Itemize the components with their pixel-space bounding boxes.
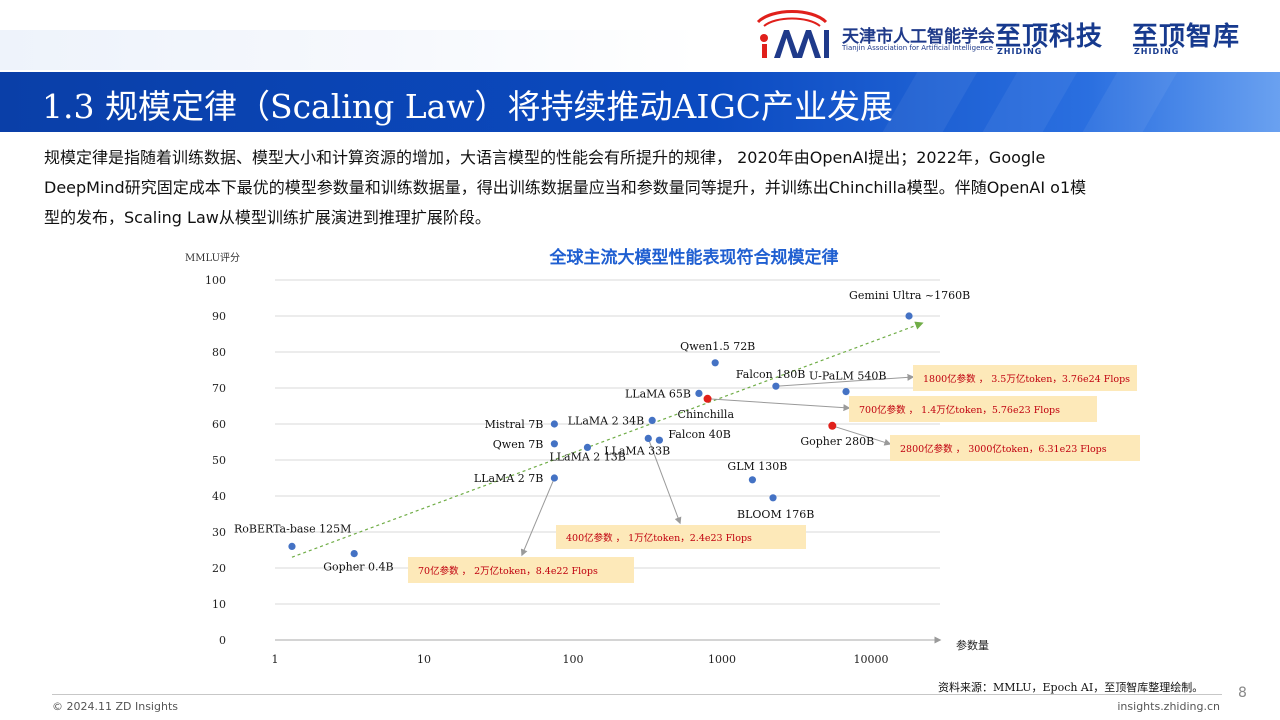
data-label: Falcon 180B	[736, 368, 805, 381]
data-label: LLaMA 2 7B	[474, 472, 543, 485]
source-note: 资料来源：MMLU，Epoch AI，至顶智库整理绘制。	[938, 681, 1204, 694]
data-point	[711, 359, 719, 367]
annotation-label: 70亿参数 ， 2万亿token，8.4e22 Flops	[418, 565, 598, 577]
annotation-connector	[775, 373, 915, 387]
data-label: Mistral 7B	[485, 418, 544, 431]
annotation-box	[890, 435, 1140, 461]
page-number: 8	[1238, 685, 1247, 701]
y-tick-label: 60	[212, 418, 226, 431]
intro-line: 规模定律是指随着训练数据、模型大小和计算资源的增加，大语言模型的性能会有所提升的…	[44, 148, 1046, 167]
data-label: Chinchilla	[678, 408, 735, 421]
title-band	[0, 72, 1280, 132]
data-point	[583, 443, 592, 451]
brand-zhiding-tech: 至顶科技	[995, 22, 1104, 52]
page-title: 1.3 规模定律（Scaling Law）将持续推动AIGC产业发展	[42, 87, 894, 126]
y-tick-label: 70	[212, 382, 226, 395]
y-tick-label: 30	[212, 526, 226, 539]
data-point	[550, 474, 558, 482]
data-label: Gopher 280B	[800, 435, 874, 448]
data-label: Gopher 0.4B	[323, 561, 393, 574]
data-label: RoBERTa-base 125M	[234, 522, 351, 535]
data-point	[288, 542, 296, 551]
data-point	[655, 436, 663, 444]
data-point	[828, 421, 837, 430]
annotation-label: 700亿参数 ， 1.4万亿token，5.76e23 Flops	[859, 404, 1060, 416]
annotation-box	[913, 365, 1137, 391]
y-tick-label: 90	[212, 310, 226, 323]
x-tick-label: 1	[272, 653, 279, 666]
y-tick-label: 10	[212, 598, 226, 611]
data-point	[550, 440, 558, 448]
x-tick-label: 1000	[708, 653, 736, 666]
data-point	[769, 494, 777, 502]
y-tick-label: 100	[205, 274, 226, 287]
data-label: LLaMA 2 13B	[549, 450, 625, 463]
data-label: Qwen 7B	[493, 438, 544, 451]
annotation-label: 400亿参数 ， 1万亿token，2.4e23 Flops	[566, 532, 752, 544]
footer-divider	[52, 694, 1222, 695]
data-label: U-PaLM 540B	[809, 370, 886, 383]
intro-paragraph: 规模定律是指随着训练数据、模型大小和计算资源的增加，大语言模型的性能会有所提升的…	[44, 143, 1240, 233]
y-tick-label: 40	[212, 490, 226, 503]
data-label: GLM 130B	[727, 460, 787, 473]
data-label: LLaMA 33B	[604, 444, 670, 457]
y-tick-label: 20	[212, 562, 226, 575]
trend-line	[291, 321, 924, 558]
annotation-box	[556, 525, 806, 549]
annotation-box	[408, 557, 634, 583]
data-point	[748, 476, 757, 484]
brand-zhiding-sub: ZHIDING	[997, 47, 1043, 56]
y-tick-label: 50	[212, 454, 226, 467]
data-point	[703, 394, 712, 403]
data-point	[550, 420, 558, 428]
data-point	[350, 550, 358, 558]
top-fade	[0, 30, 700, 70]
intro-line: 型的发布，Scaling Law从模型训练扩展演进到推理扩展阶段。	[44, 208, 491, 227]
y-tick-label: 0	[219, 634, 226, 647]
annotation-connector	[832, 425, 892, 446]
data-point	[772, 382, 780, 390]
data-point	[905, 312, 913, 320]
data-label: Qwen1.5 72B	[680, 340, 755, 353]
data-point	[644, 434, 652, 442]
chart-title: 全球主流大模型性能表现符合规模定律	[549, 247, 839, 268]
x-tick-label: 100	[563, 653, 584, 666]
annotation-connector	[707, 398, 851, 412]
annotation-label: 2800亿参数 ， 3000亿token，6.31e23 Flops	[900, 443, 1107, 455]
iaai-logo	[756, 10, 829, 58]
association-name: 天津市人工智能学会	[842, 27, 995, 47]
brand-zhiding-sub-2: ZHIDING	[1134, 47, 1180, 56]
data-point	[648, 416, 656, 424]
intro-line: DeepMind研究固定成本下最优的模型参数量和训练数据量，得出训练数据量应当和…	[44, 178, 1087, 197]
x-tick-label: 10	[417, 653, 431, 666]
y-tick-label: 80	[212, 346, 226, 359]
data-label: LLaMA 2 34B	[568, 414, 644, 427]
data-label: BLOOM 176B	[737, 508, 814, 521]
annotation-label: 1800亿参数 ， 3.5万亿token，3.76e24 Flops	[923, 373, 1130, 385]
data-label: LLaMA 65B	[625, 387, 691, 400]
annotation-connector	[647, 438, 682, 525]
brand-zhiding-think-tank: 至顶智库	[1132, 22, 1241, 52]
data-label: Falcon 40B	[668, 428, 730, 441]
copyright: © 2024.11 ZD Insights	[52, 700, 178, 713]
x-tick-label: 10000	[854, 653, 889, 666]
x-axis-label: 参数量	[956, 638, 989, 652]
annotation-connector	[520, 477, 555, 557]
site-url: insights.zhiding.cn	[1117, 700, 1220, 713]
data-point	[695, 389, 703, 397]
association-name-en: Tianjin Association for Artificial Intel…	[842, 44, 993, 52]
y-axis-label: MMLU评分	[185, 252, 240, 264]
data-point	[842, 388, 850, 396]
annotation-box	[849, 396, 1097, 422]
data-label: Gemini Ultra ~1760B	[849, 289, 970, 302]
